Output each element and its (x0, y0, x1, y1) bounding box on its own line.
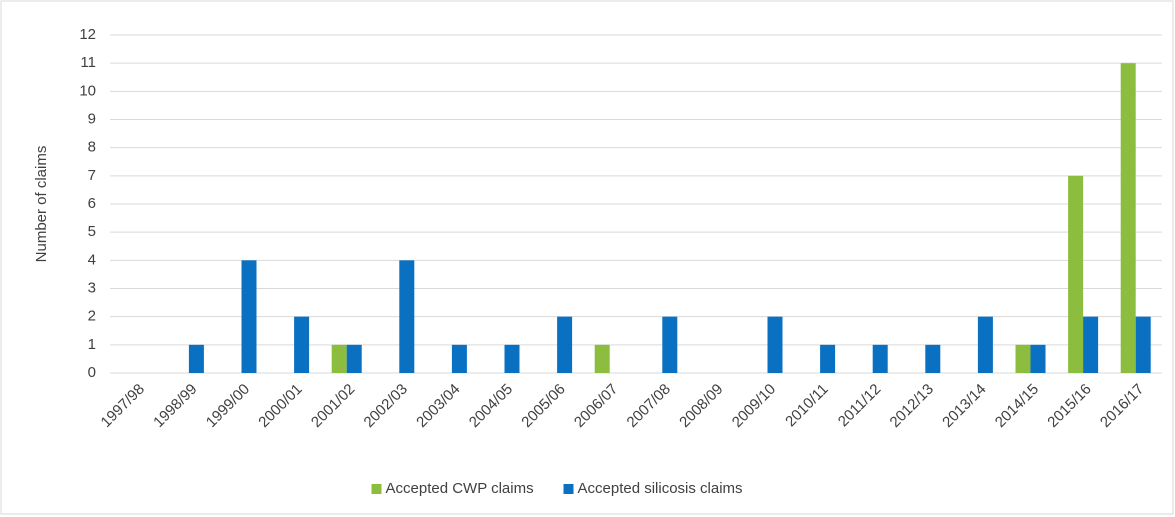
bar (294, 316, 310, 373)
bar (1083, 316, 1099, 373)
y-tick-label: 10 (79, 82, 96, 99)
bar (1015, 344, 1031, 373)
bar (1030, 344, 1046, 373)
legend-label: Accepted silicosis claims (578, 480, 743, 497)
y-tick-label: 2 (88, 308, 96, 325)
bar (925, 344, 941, 373)
bar (451, 344, 467, 373)
bar (977, 316, 993, 373)
bar (504, 344, 520, 373)
bar (820, 344, 836, 373)
legend-label: Accepted CWP claims (386, 480, 534, 497)
bar (331, 344, 347, 373)
bar (1120, 63, 1136, 374)
legend-swatch (371, 484, 382, 494)
bar (594, 344, 610, 373)
y-tick-label: 6 (88, 195, 96, 212)
bar (1068, 175, 1084, 373)
y-tick-label: 9 (88, 110, 96, 127)
y-tick-label: 8 (88, 139, 96, 156)
y-tick-label: 5 (88, 223, 96, 240)
bar (346, 344, 362, 373)
bar (872, 344, 888, 373)
y-tick-label: 7 (88, 167, 96, 184)
y-tick-label: 11 (80, 54, 96, 71)
bar (399, 260, 415, 373)
y-tick-label: 0 (88, 364, 96, 381)
bar (557, 316, 573, 373)
y-axis-label: Number of claims (33, 146, 50, 263)
bar (241, 260, 257, 373)
legend-swatch (563, 484, 574, 494)
bar (767, 316, 783, 373)
bar (188, 344, 204, 373)
y-tick-label: 4 (88, 251, 96, 268)
y-tick-label: 1 (88, 336, 96, 353)
y-tick-label: 3 (88, 279, 96, 296)
bar (1135, 316, 1151, 373)
y-tick-label: 12 (79, 26, 96, 43)
bar (662, 316, 678, 373)
